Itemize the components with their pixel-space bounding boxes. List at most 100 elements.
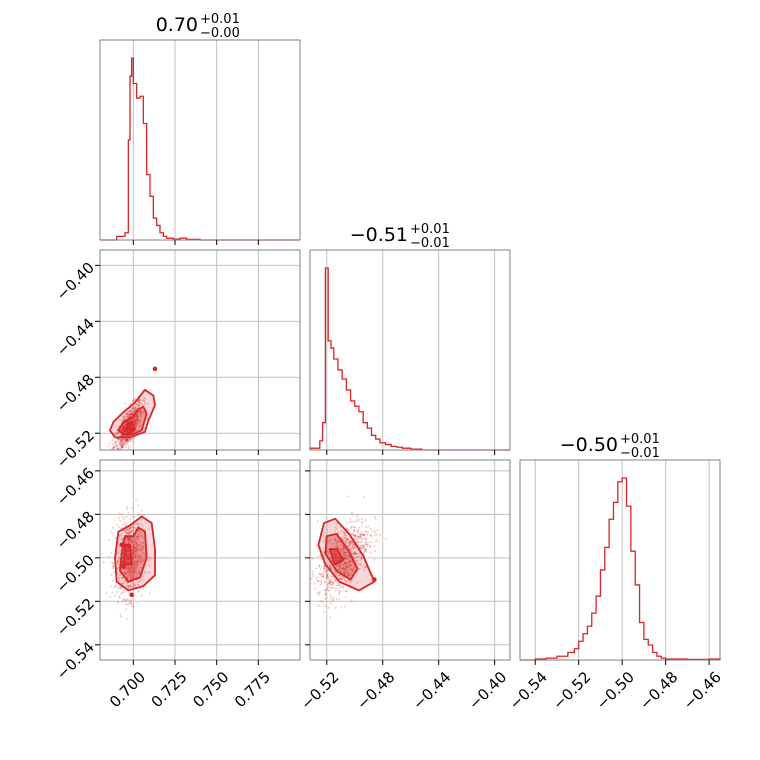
sample-point xyxy=(361,544,364,547)
sample-point xyxy=(127,565,130,568)
sample-point xyxy=(122,425,124,427)
sample-point xyxy=(137,538,140,541)
sample-point xyxy=(123,579,126,582)
sample-point xyxy=(129,517,132,520)
sample-point xyxy=(330,567,333,570)
sample-point xyxy=(336,545,338,547)
sample-point xyxy=(333,529,336,532)
sample-point xyxy=(344,564,347,567)
sample-point xyxy=(108,555,110,558)
sample-point xyxy=(116,454,118,456)
sample-point xyxy=(130,564,133,567)
sample-point xyxy=(127,570,129,572)
sample-point xyxy=(143,400,146,403)
sample-point xyxy=(341,564,344,567)
sample-point xyxy=(373,515,376,518)
sample-point xyxy=(356,541,358,543)
sample-point xyxy=(138,560,141,563)
sample-point xyxy=(134,549,137,552)
histogram-step-3 xyxy=(520,477,721,661)
sample-point xyxy=(127,414,130,417)
sample-point xyxy=(329,602,332,605)
sample-point xyxy=(323,604,325,607)
sample-point xyxy=(143,579,145,582)
sample-point xyxy=(141,575,144,578)
sample-point xyxy=(111,447,114,449)
sample-point xyxy=(125,585,128,588)
sample-point xyxy=(346,522,348,524)
contour-dot xyxy=(121,564,126,569)
sample-point xyxy=(324,593,327,596)
sample-point xyxy=(356,553,359,556)
sample-point xyxy=(348,565,351,568)
sample-point xyxy=(327,573,330,576)
sample-point xyxy=(138,528,140,531)
sample-point xyxy=(324,593,326,596)
sample-point xyxy=(356,514,359,516)
sample-point xyxy=(337,584,339,587)
sample-point xyxy=(134,550,137,553)
sample-point xyxy=(125,507,128,510)
sample-point xyxy=(135,419,137,422)
sample-point xyxy=(329,616,331,619)
sample-point xyxy=(338,593,341,596)
sample-point xyxy=(121,582,124,585)
sample-point xyxy=(134,422,137,425)
sample-point xyxy=(113,442,116,444)
sample-point xyxy=(351,513,354,516)
sample-point xyxy=(131,566,134,568)
sample-point xyxy=(120,527,123,529)
sample-point xyxy=(122,423,125,426)
sample-point xyxy=(349,540,352,543)
sample-point xyxy=(125,568,128,571)
sample-point xyxy=(328,561,331,564)
sample-point xyxy=(142,411,145,414)
sample-point xyxy=(365,519,368,522)
sample-point xyxy=(120,438,123,440)
contour-dot xyxy=(119,542,124,548)
sample-point xyxy=(350,511,353,514)
sample-point xyxy=(134,566,136,569)
sample-point xyxy=(129,438,131,440)
sample-point xyxy=(347,545,349,548)
sample-point xyxy=(138,571,141,574)
sample-point xyxy=(128,531,131,534)
sample-point xyxy=(117,517,120,520)
sample-point xyxy=(133,566,136,569)
sample-point xyxy=(339,577,342,580)
sample-point xyxy=(323,575,325,578)
sample-point xyxy=(141,559,144,562)
sample-point xyxy=(133,398,135,401)
sample-point xyxy=(119,419,121,421)
sample-point xyxy=(348,573,351,576)
sample-point xyxy=(360,522,363,524)
sample-point xyxy=(119,613,122,616)
sample-point xyxy=(330,586,333,589)
sample-point xyxy=(132,407,134,409)
sample-point xyxy=(107,453,109,455)
sample-point xyxy=(134,408,136,411)
sample-point xyxy=(336,584,338,587)
sample-point xyxy=(135,416,138,419)
sample-point xyxy=(131,551,134,554)
sample-point xyxy=(340,530,343,533)
sample-point xyxy=(330,542,333,545)
sample-point xyxy=(113,451,115,453)
sample-point xyxy=(114,441,117,444)
sample-point xyxy=(124,414,126,417)
sample-point xyxy=(351,532,354,535)
sample-point xyxy=(344,567,347,570)
sample-point xyxy=(379,534,381,536)
sample-point xyxy=(365,566,367,568)
sample-point xyxy=(340,584,342,586)
sample-point xyxy=(120,446,122,449)
title-value: 0.70 xyxy=(156,14,198,36)
sample-point xyxy=(124,581,127,584)
sample-point xyxy=(136,545,138,547)
sample-point xyxy=(133,562,136,565)
sample-point xyxy=(341,536,344,538)
sample-point xyxy=(335,527,338,530)
sample-point xyxy=(130,569,133,572)
sample-point xyxy=(135,549,138,552)
sample-point xyxy=(324,581,326,584)
